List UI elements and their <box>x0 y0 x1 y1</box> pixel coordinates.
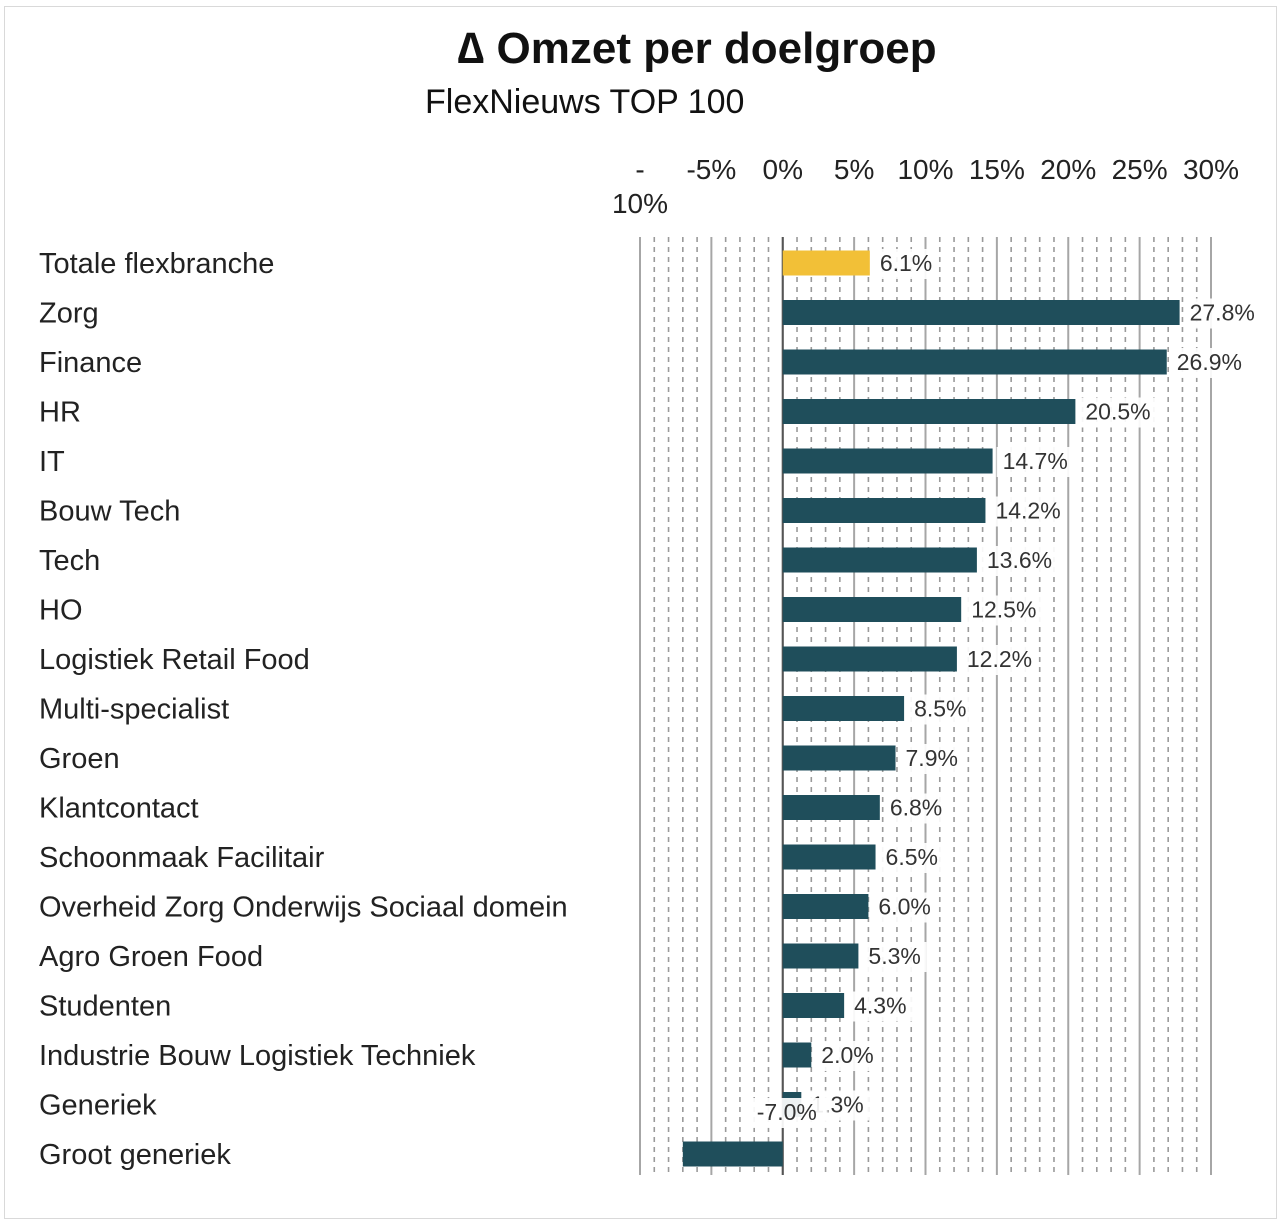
category-label: Studenten <box>39 991 171 1023</box>
category-label: Multi-specialist <box>39 694 229 726</box>
data-label: 27.8% <box>1190 300 1255 326</box>
data-label-background <box>872 892 937 923</box>
bars <box>682 250 1180 1167</box>
data-label-background <box>750 1098 828 1128</box>
data-label-background <box>996 447 1074 477</box>
chart-frame: ∆ Omzet per doelgroep FlexNieuws TOP 100… <box>4 6 1277 1219</box>
data-label-background <box>883 793 948 824</box>
category-label: Bouw Tech <box>39 496 180 528</box>
category-labels: Totale flexbranche Zorg Finance HR IT Bouw Te… <box>39 248 568 1171</box>
data-label-background <box>899 744 964 774</box>
category-label: Totale flexbranche <box>39 248 274 280</box>
bar <box>782 349 1167 375</box>
data-label-background <box>879 843 944 873</box>
data-label: 8.5% <box>914 696 966 722</box>
bar <box>782 696 905 721</box>
bar <box>782 1042 812 1068</box>
data-label: 14.2% <box>995 498 1060 524</box>
x-tick-label: 10% <box>897 154 953 185</box>
category-label: Industrie Bouw Logistiek Techniek <box>39 1040 476 1072</box>
x-tick-label: 0% <box>763 154 803 185</box>
data-label-background <box>908 694 973 725</box>
bar <box>782 943 859 969</box>
data-label: 6.8% <box>890 795 942 821</box>
data-label: 13.6% <box>987 547 1052 573</box>
chart-subtitle: FlexNieuws TOP 100 <box>425 83 744 121</box>
data-label-background <box>815 1041 880 1071</box>
data-label-background <box>1079 397 1157 428</box>
category-label: HR <box>39 397 81 429</box>
bar <box>782 250 870 276</box>
x-tick-label: 25% <box>1112 154 1168 185</box>
x-tick-labels: -10% -5% 0% 5% 10% 15% 20% 25% 30% <box>612 154 1239 219</box>
bar <box>782 745 896 771</box>
data-labels: 6.1% 27.8% 26.9% 20.5% 14.7% 14.2% 13.6% 12.5% 1… <box>750 249 1261 1128</box>
bar <box>782 399 1076 424</box>
data-label: 26.9% <box>1177 349 1242 375</box>
data-label: 6.0% <box>878 894 930 920</box>
data-label-background <box>1170 348 1248 378</box>
category-label: Logistiek Retail Food <box>39 644 310 676</box>
data-label: -7.0% <box>757 1099 817 1125</box>
category-label: Overheid Zorg Onderwijs Sociaal domein <box>39 892 568 924</box>
bar <box>782 993 845 1018</box>
bar <box>782 498 986 523</box>
data-label-background <box>960 645 1038 675</box>
bar-chart: ∆ Omzet per doelgroep FlexNieuws TOP 100… <box>39 24 1261 1175</box>
bar <box>782 795 880 820</box>
data-label: 5.3% <box>868 943 920 969</box>
category-label: Agro Groen Food <box>39 941 263 973</box>
bar <box>782 894 869 919</box>
data-label: 14.7% <box>1003 448 1068 474</box>
category-label: HO <box>39 595 83 627</box>
category-label: Schoonmaak Facilitair <box>39 842 325 874</box>
data-label: 2.0% <box>821 1042 873 1068</box>
data-label: 12.5% <box>971 597 1036 623</box>
bar <box>782 646 957 672</box>
data-label: 12.2% <box>967 646 1032 672</box>
data-label: 6.1% <box>880 250 932 276</box>
category-label: Groen <box>39 743 120 775</box>
bar <box>782 844 876 870</box>
data-label: 20.5% <box>1085 399 1150 425</box>
data-label-background <box>873 249 938 279</box>
data-label: 6.5% <box>886 844 938 870</box>
category-label: Generiek <box>39 1090 157 1122</box>
x-tick-label: -5% <box>686 154 736 185</box>
data-label-background <box>965 595 1043 626</box>
category-label: IT <box>39 446 65 478</box>
category-label: Klantcontact <box>39 793 199 825</box>
category-label: Finance <box>39 347 142 379</box>
data-label-background <box>980 546 1058 576</box>
bar <box>782 300 1180 325</box>
data-label-background <box>989 496 1067 527</box>
x-tick-label: -10% <box>612 154 668 219</box>
bar <box>682 1141 783 1167</box>
x-tick-label: 30% <box>1183 154 1239 185</box>
category-label: Groot generiek <box>39 1139 231 1171</box>
bar <box>782 547 977 573</box>
data-label-background <box>848 991 913 1022</box>
data-label-background <box>862 942 927 972</box>
chart-title: ∆ Omzet per doelgroep <box>457 24 936 73</box>
bar <box>782 448 993 474</box>
data-label: 7.9% <box>906 745 958 771</box>
x-tick-label: 5% <box>834 154 874 185</box>
category-label: Tech <box>39 545 100 577</box>
category-label: Zorg <box>39 298 99 330</box>
bar <box>782 597 962 622</box>
x-tick-label: 20% <box>1040 154 1096 185</box>
data-label-background <box>1183 298 1261 329</box>
x-tick-label: 15% <box>969 154 1025 185</box>
data-label: 4.3% <box>854 993 906 1019</box>
